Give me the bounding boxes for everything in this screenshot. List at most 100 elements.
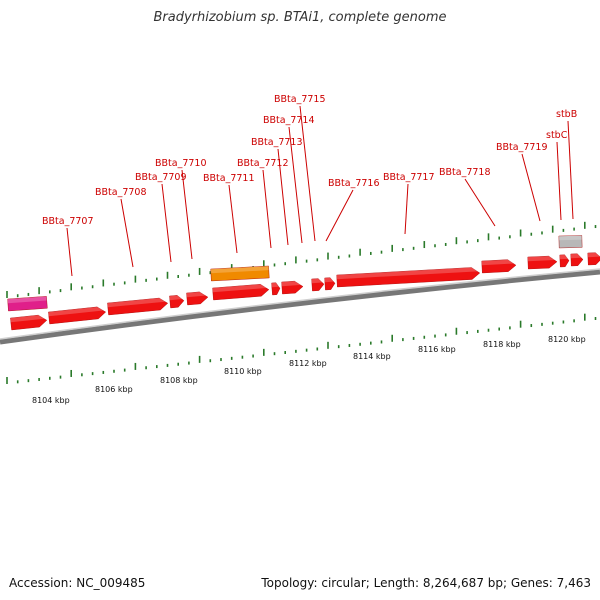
- gene-arrow-2-shine: [48, 306, 106, 317]
- gene-arrow-1: [10, 314, 48, 331]
- gene-arrow-13: [527, 255, 558, 270]
- gene-arrow-4-shape: [169, 295, 185, 309]
- gene-arrow-13-shape: [527, 255, 558, 270]
- gene-arrow-12: [481, 259, 517, 274]
- gene-block-magenta: [7, 296, 48, 312]
- gene-arrow-4-shine: [169, 294, 184, 301]
- gene-label: stbC: [546, 130, 568, 141]
- gene-arrow-11: [336, 267, 481, 288]
- leader-line: [567, 120, 574, 220]
- gene-arrow-6-shape: [212, 284, 270, 301]
- gene-arrow-11-shine: [336, 267, 480, 280]
- gene-arrow-16-shape: [587, 252, 600, 266]
- gene-block-magenta-shape: [7, 296, 48, 312]
- gene-arrow-14-shine: [559, 254, 569, 260]
- gene-label: BBta_7715: [274, 94, 326, 105]
- gene-arrow-3-shape: [107, 297, 169, 316]
- gene-arrow-9-shape: [311, 278, 325, 292]
- gene-arrow-16: [587, 252, 600, 266]
- gene-arrow-12-shine: [481, 259, 516, 266]
- gene-arrow-8: [281, 280, 304, 295]
- gene-label: BBta_7707: [42, 216, 94, 227]
- gene-arrow-2: [48, 306, 107, 325]
- leader-line: [120, 198, 134, 268]
- leader-line: [299, 105, 316, 242]
- leader-line: [228, 184, 238, 254]
- gene-label: BBta_7719: [496, 142, 548, 153]
- gene-arrow-1-shine: [10, 314, 47, 323]
- leader-line: [161, 183, 172, 263]
- gene-arrow-7-shape: [271, 282, 281, 296]
- scale-label: 8108 kbp: [160, 376, 198, 385]
- gene-block-orange-shine: [210, 265, 269, 274]
- label-leader-lines: [66, 105, 574, 277]
- scale-label: 8120 kbp: [548, 335, 586, 344]
- genome-backbone: [0, 269, 600, 345]
- upper-tick-row: [6, 221, 597, 298]
- gene-label: BBta_7714: [263, 115, 315, 126]
- gene-label: BBta_7711: [203, 173, 255, 184]
- scale-label: 8118 kbp: [483, 340, 521, 349]
- gene-arrow-5-shine: [186, 291, 208, 298]
- gene-label: BBta_7709: [135, 172, 187, 183]
- gene-block-gray-shine: [558, 235, 582, 241]
- gene-arrow-13-shine: [527, 255, 557, 262]
- gene-label: BBta_7713: [251, 137, 303, 148]
- gene-arrow-12-shape: [481, 259, 517, 274]
- gene-block-gray: [558, 235, 583, 249]
- gene-arrow-15: [570, 253, 584, 267]
- gene-label: BBta_7708: [95, 187, 147, 198]
- scale-label: 8116 kbp: [418, 345, 456, 354]
- gene-label: stbB: [556, 109, 577, 120]
- topology-text: Topology: circular; Length: 8,264,687 bp…: [261, 576, 591, 590]
- gene-arrow-16-shine: [587, 252, 600, 258]
- gene-arrow-8-shine: [281, 280, 303, 287]
- leader-line: [404, 183, 409, 235]
- gene-block-magenta-shine: [7, 296, 47, 304]
- gene-label: BBta_7712: [237, 158, 289, 169]
- accession-text: Accession: NC_009485: [9, 576, 146, 590]
- gene-block-orange: [210, 265, 270, 282]
- leader-line: [521, 153, 541, 222]
- gene-arrow-8-shape: [281, 280, 304, 295]
- scale-label: 8112 kbp: [289, 359, 327, 368]
- gene-block-gray-shape: [558, 235, 583, 249]
- gene-arrow-11-shape: [336, 267, 481, 288]
- leader-line: [66, 227, 73, 277]
- leader-line: [464, 178, 496, 227]
- lower-tick-row: [6, 313, 597, 384]
- gene-label: BBta_7718: [439, 167, 491, 178]
- scale-label-layer: 8104 kbp 8106 kbp 8108 kbp 8110 kbp 8112 kbp…: [32, 335, 586, 405]
- gene-arrow-10: [324, 277, 336, 291]
- scale-label: 8106 kbp: [95, 385, 133, 394]
- leader-line: [262, 169, 272, 249]
- gene-arrow-14: [559, 254, 570, 268]
- gene-arrow-5-shape: [186, 291, 209, 306]
- leader-line: [325, 189, 354, 242]
- gene-arrow-6-shine: [212, 283, 269, 293]
- gene-arrow-3: [107, 297, 169, 316]
- scale-label: 8104 kbp: [32, 396, 70, 405]
- gene-arrow-4: [169, 294, 185, 309]
- gene-arrow-1-shape: [10, 314, 48, 331]
- map-title: Bradyrhizobium sp. BTAi1, complete genom…: [153, 10, 447, 25]
- gene-arrow-10-shape: [324, 277, 336, 291]
- gene-arrow-10-shine: [324, 277, 335, 283]
- gene-label: BBta_7710: [155, 158, 207, 169]
- gene-arrow-7-shine: [271, 282, 280, 288]
- gene-label-layer: BBta_7707 BBta_7708 BBta_7709 BBta_7710 BBta…: [42, 94, 577, 227]
- gene-features: [7, 235, 600, 331]
- gene-arrow-15-shape: [570, 253, 584, 267]
- gene-arrow-3-shine: [107, 297, 168, 308]
- gene-arrow-5: [186, 291, 209, 306]
- gene-block-orange-shape: [210, 265, 270, 282]
- scale-label: 8110 kbp: [224, 367, 262, 376]
- gene-arrow-9: [311, 278, 325, 292]
- leader-line: [288, 126, 303, 244]
- gene-arrow-14-shape: [559, 254, 570, 268]
- scale-label: 8114 kbp: [353, 352, 391, 361]
- gene-arrow-9-shine: [311, 278, 324, 284]
- gene-arrow-2-shape: [48, 306, 107, 325]
- gene-arrow-15-shine: [570, 253, 583, 259]
